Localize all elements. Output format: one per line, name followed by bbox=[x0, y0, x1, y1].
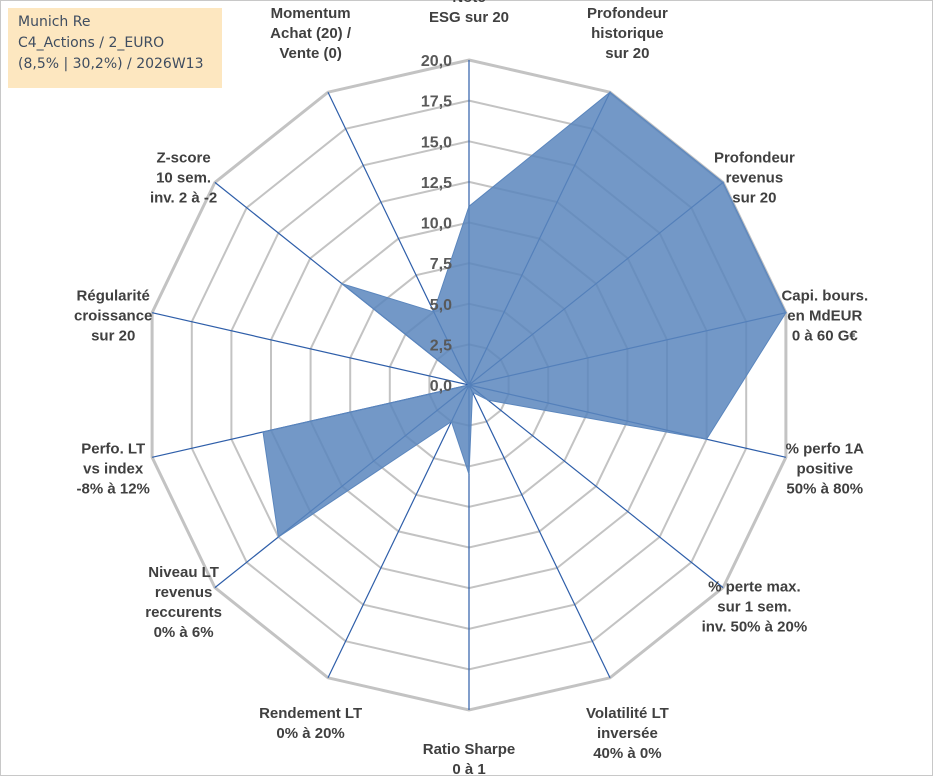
tick-label: 2,5 bbox=[430, 337, 452, 354]
axis-label: Z-score 10 sem. inv. 2 à -2 bbox=[150, 150, 217, 207]
data-point bbox=[262, 431, 264, 433]
axis-line bbox=[468, 384, 724, 589]
tick-label: 15,0 bbox=[421, 134, 452, 151]
axis-label: Ratio Sharpe 0 à 1 bbox=[423, 741, 516, 776]
tick-label: 20,0 bbox=[421, 53, 452, 70]
data-point bbox=[277, 536, 280, 538]
axis-line bbox=[327, 384, 470, 679]
tick-label: 7,5 bbox=[430, 256, 452, 273]
axis-label: % perfo 1A positive 50% à 80% bbox=[786, 441, 865, 498]
data-point bbox=[609, 91, 611, 93]
stock-name: Munich Re bbox=[18, 14, 91, 30]
tick-label: 12,5 bbox=[421, 175, 452, 192]
series-area bbox=[262, 91, 787, 538]
data-point bbox=[468, 473, 470, 476]
portfolio-category: C4_Actions / 2_EURO bbox=[18, 35, 165, 51]
axis-label: Profondeur historique sur 20 bbox=[587, 5, 668, 62]
tick-label: 5,0 bbox=[430, 297, 452, 314]
data-point bbox=[450, 420, 453, 423]
data-point bbox=[785, 311, 787, 314]
data-point bbox=[487, 399, 489, 402]
axis-label: % perte max. sur 1 sem. inv. 50% à 20% bbox=[702, 579, 808, 636]
axis-label: Volatilité LT inversée 40% à 0% bbox=[586, 705, 669, 762]
data-point bbox=[468, 384, 470, 386]
data-point bbox=[341, 282, 343, 285]
tick-label: 17,5 bbox=[421, 94, 452, 111]
data-point bbox=[705, 438, 708, 441]
data-point bbox=[722, 181, 724, 184]
radar-series bbox=[262, 91, 787, 538]
axis-line bbox=[468, 384, 611, 679]
axis-line bbox=[151, 312, 470, 386]
axis-label: Régularité croissance sur 20 bbox=[74, 288, 152, 345]
axis-label: NoteESG sur 20 bbox=[429, 0, 509, 26]
data-point bbox=[471, 391, 474, 394]
axis-label: Profondeur revenus sur 20 bbox=[714, 150, 795, 207]
stats-week: (8,5% | 30,2%) / 2026W13 bbox=[18, 56, 204, 72]
data-point bbox=[468, 205, 470, 208]
axis-label: Momentum Achat (20) / Vente (0) bbox=[270, 5, 352, 62]
radar-tick-labels: 0,0 2,5 5,0 7,5 10,0 12,5 15,0 17,5 20,0 bbox=[421, 53, 452, 395]
tick-label: 10,0 bbox=[421, 216, 452, 233]
stock-info-box: Munich Re C4_Actions / 2_EURO (8,5% | 30… bbox=[8, 8, 222, 88]
axis-label: Niveau LT revenus reccurents 0% à 6% bbox=[145, 564, 222, 641]
axis-label: Perfo. LT vs index -8% à 12% bbox=[77, 441, 150, 498]
axis-label: Capi. bours. en MdEUR 0 à 60 G€ bbox=[781, 288, 868, 345]
tick-label: 0,0 bbox=[430, 378, 452, 395]
axis-label: Rendement LT 0% à 20% bbox=[259, 705, 362, 742]
data-point bbox=[432, 311, 435, 313]
